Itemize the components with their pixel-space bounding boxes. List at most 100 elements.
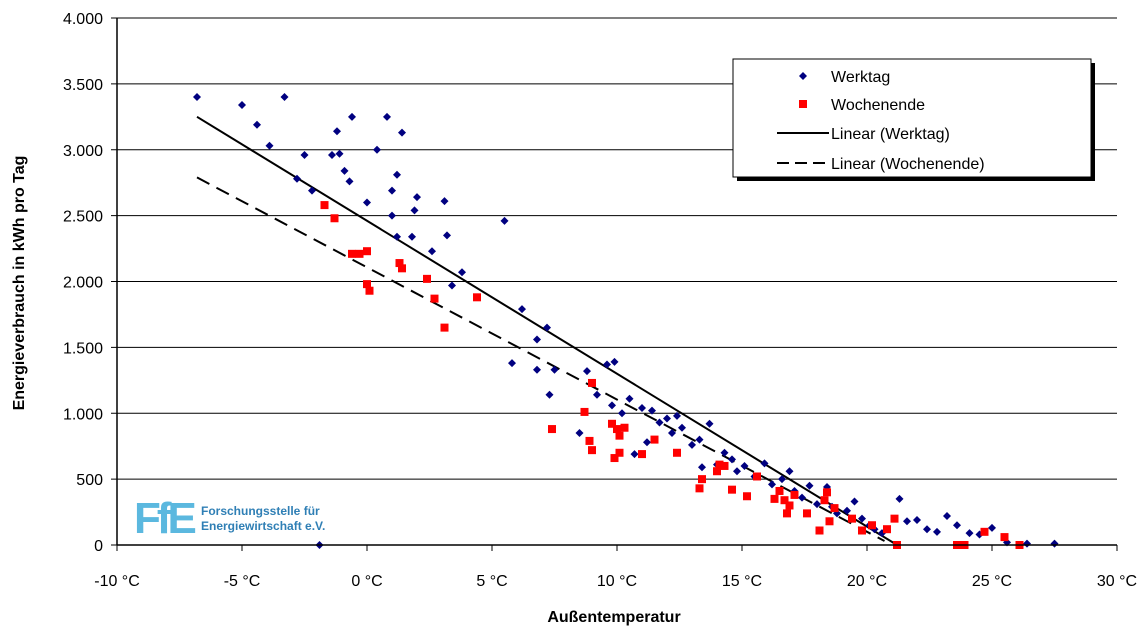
- wochenende-point: [610, 454, 619, 463]
- y-tick-label: 3.000: [63, 143, 103, 160]
- wochenende-point: [580, 407, 589, 416]
- y-tick-label: 2.000: [63, 275, 103, 292]
- wochenende-point: [650, 435, 659, 444]
- werktag-point: [340, 166, 349, 175]
- werktag-point: [923, 525, 931, 534]
- data-points: [193, 93, 1059, 549]
- werktag-point: [543, 323, 551, 332]
- werktag-point: [778, 475, 786, 484]
- werktag-point: [238, 100, 246, 109]
- werktag-point: [593, 390, 601, 399]
- y-tick-label: 1.000: [63, 406, 103, 423]
- x-tick-label: 20 °C: [847, 573, 887, 590]
- legend-wochenende-marker: [799, 100, 807, 108]
- werktag-point: [638, 403, 646, 412]
- werktag-point: [428, 247, 436, 256]
- werktag-point: [648, 406, 656, 415]
- werktag-point: [388, 211, 396, 220]
- wochenende-point: [815, 526, 824, 535]
- wochenende-point: [440, 323, 449, 332]
- wochenende-point: [698, 475, 706, 484]
- legend-label: Wochenende: [831, 97, 925, 114]
- werktag-point: [943, 512, 951, 521]
- werktag-point: [413, 193, 421, 202]
- werktag-point: [300, 151, 309, 160]
- wochenende-point: [890, 514, 899, 523]
- werktag-point: [678, 423, 686, 432]
- y-tick-labels: 0 500 1.000 1.500 2.000 2.500 3.000 3.500 4.000: [63, 11, 103, 555]
- werktag-point: [625, 394, 634, 403]
- x-tick-label: 30 °C: [1097, 573, 1137, 590]
- wochenende-point: [615, 431, 624, 440]
- werktag-point: [443, 231, 451, 240]
- werktag-point: [253, 120, 261, 129]
- wochenende-point: [363, 247, 371, 256]
- wochenende-point: [365, 286, 374, 295]
- werktag-point: [373, 145, 381, 154]
- wochenende-point: [320, 201, 329, 210]
- werktag-point: [988, 523, 996, 532]
- wochenende-point: [620, 423, 629, 432]
- werktag-point: [410, 206, 419, 215]
- werktag-point: [335, 149, 344, 158]
- werktag-point: [663, 414, 671, 423]
- y-tick-label: 2.500: [63, 209, 103, 226]
- legend-werktag-marker: [799, 72, 807, 80]
- werktag-point: [813, 500, 821, 509]
- werktag-point: [345, 177, 354, 186]
- werktag-point: [740, 461, 749, 470]
- wochenende-point: [780, 496, 789, 505]
- werktag-point: [618, 409, 626, 418]
- wochenende-point: [713, 467, 721, 476]
- wochenende-point: [790, 490, 799, 499]
- werktag-point: [610, 357, 619, 366]
- x-tick-label: 10 °C: [597, 573, 637, 590]
- werktag-point: [575, 429, 584, 438]
- werktag-point: [393, 170, 401, 179]
- werktag-point: [643, 438, 651, 447]
- werktag-point: [733, 467, 741, 476]
- werktag-point: [458, 268, 466, 277]
- werktag-point: [895, 494, 904, 503]
- werktag-point: [193, 93, 201, 102]
- werktag-point: [280, 93, 289, 102]
- werktag-point: [850, 497, 859, 506]
- werktag-point: [440, 197, 449, 206]
- y-axis-title: Energieverbrauch in kWh pro Tag: [11, 156, 28, 411]
- werktag-point: [408, 232, 416, 241]
- wochenende-point: [588, 446, 596, 455]
- wochenende-point: [395, 259, 404, 268]
- wochenende-point: [355, 249, 364, 258]
- wochenende-point: [673, 448, 681, 457]
- werktag-point: [545, 390, 554, 399]
- x-tick-label: 5 °C: [476, 573, 507, 590]
- werktag-point: [668, 429, 676, 438]
- wochenende-point: [585, 436, 594, 445]
- werktag-point: [655, 418, 664, 427]
- ffe-logo: FfE Forschungsstelle für Energiewirtscha…: [134, 494, 325, 543]
- werktag-point: [518, 305, 526, 314]
- werktag-point: [500, 216, 509, 225]
- wochenende-point: [785, 501, 794, 510]
- werktag-point: [630, 450, 639, 459]
- werktag-point: [843, 506, 851, 515]
- werktag-point: [760, 459, 769, 468]
- wochenende-point: [613, 425, 621, 434]
- werktag-point: [393, 232, 401, 241]
- x-tick-label: 25 °C: [972, 573, 1012, 590]
- werktag-point: [583, 367, 591, 376]
- werktag-point: [265, 141, 274, 150]
- werktag-point: [858, 514, 866, 523]
- logo-line-1: Forschungsstelle für: [201, 504, 320, 518]
- werktag-point: [333, 127, 341, 136]
- werktag-point: [1023, 539, 1031, 548]
- wochenende-point: [753, 472, 761, 481]
- werktag-point: [1050, 539, 1059, 548]
- y-tick-label: 1.500: [63, 340, 103, 357]
- trendline: [196, 176, 885, 542]
- werktag-point: [965, 529, 974, 538]
- y-tick-label: 4.000: [63, 11, 103, 28]
- werktag-point: [348, 112, 356, 121]
- legend-label: Werktag: [831, 69, 890, 86]
- x-axis-title: Außentemperatur: [547, 609, 680, 626]
